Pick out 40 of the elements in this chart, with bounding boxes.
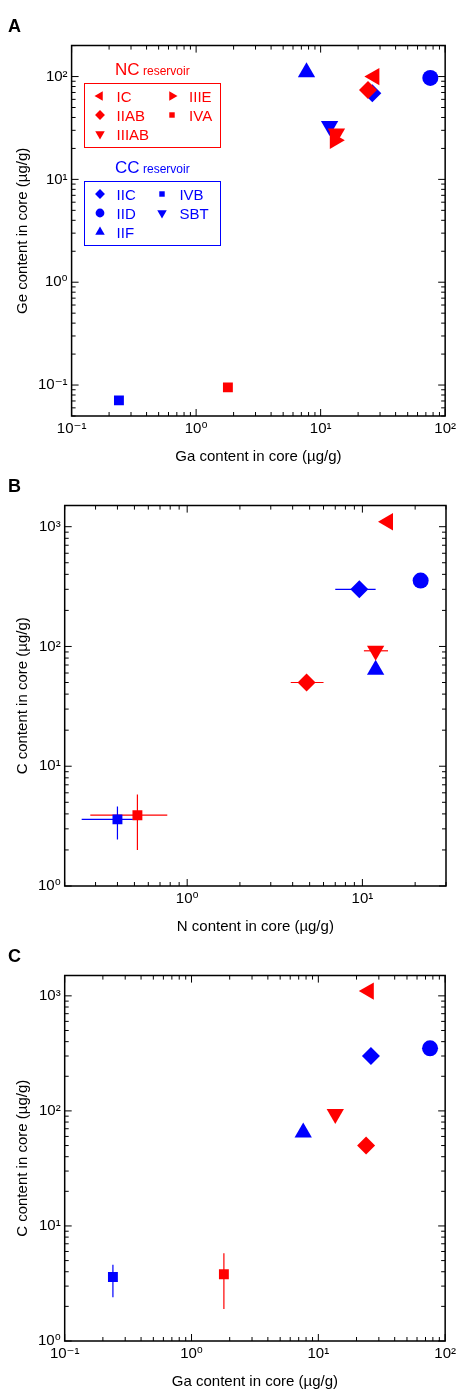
- legend-label: IIAB: [116, 106, 145, 124]
- y-tick-label: 10⁻¹: [37, 375, 68, 393]
- legend-label: IIC: [116, 185, 136, 203]
- y-tick-label: 10²: [39, 636, 61, 654]
- x-tick-label: 10⁰: [180, 1344, 203, 1362]
- legend-label: IIIAB: [116, 125, 150, 143]
- x-tick-label: 10²: [434, 419, 456, 437]
- annotation: NC reservoir: [115, 59, 190, 79]
- y-tick-label: 10⁰: [44, 272, 68, 290]
- y-tick-label: 10¹: [39, 756, 61, 774]
- legend-label: IID: [116, 204, 136, 222]
- legend-label: IVB: [179, 185, 204, 203]
- chart-title: B: [8, 475, 21, 496]
- y-axis-title: Ge content in core (µg/g): [13, 147, 31, 314]
- x-axis-title: Ga content in core (µg/g): [171, 1372, 339, 1390]
- legend-label: IVA: [189, 106, 213, 124]
- legend-label: IIF: [116, 223, 135, 241]
- chart-title: C: [8, 945, 21, 966]
- legend-label: SBT: [179, 204, 209, 222]
- chart-title: A: [8, 15, 21, 36]
- y-tick-label: 10³: [39, 986, 61, 1003]
- y-tick-label: 10²: [45, 66, 68, 84]
- x-axis-title: N content in core (µg/g): [176, 917, 334, 935]
- y-axis-title: C content in core (µg/g): [13, 1079, 31, 1237]
- y-tick-label: 10¹: [45, 169, 68, 187]
- y-tick-label: 10¹: [39, 1216, 61, 1234]
- annotation: CC reservoir: [115, 157, 190, 177]
- legend-label: IC: [116, 87, 132, 105]
- legend-label: IIIE: [189, 87, 212, 105]
- y-axis-title: C content in core (µg/g): [13, 617, 31, 775]
- y-tick-label: 10³: [39, 516, 61, 534]
- y-tick-label: 10²: [39, 1101, 61, 1119]
- x-tick-label: 10⁰: [184, 419, 208, 437]
- x-tick-label: 10²: [434, 1344, 456, 1362]
- x-axis-title: Ga content in core (µg/g): [175, 447, 342, 465]
- y-tick-label: 10⁰: [37, 876, 61, 894]
- x-tick-label: 10⁻¹: [56, 419, 87, 437]
- x-tick-label: 10¹: [307, 1344, 330, 1362]
- y-tick-label: 10⁰: [37, 1331, 61, 1349]
- x-tick-label: 10¹: [309, 419, 332, 437]
